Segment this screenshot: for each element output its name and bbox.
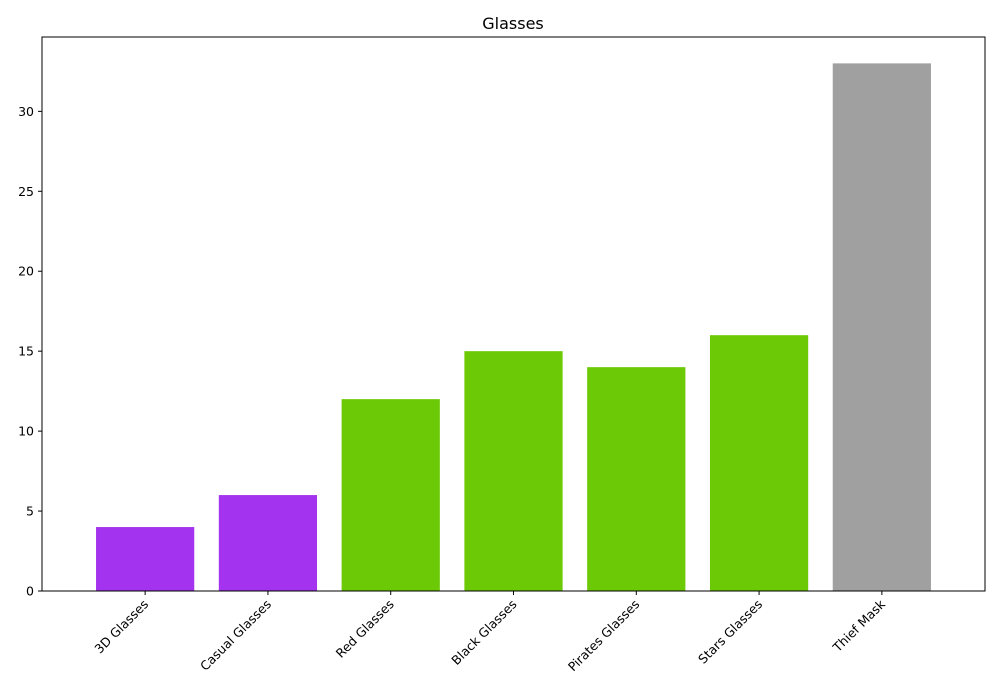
bar-black-glasses	[464, 351, 563, 591]
bar-pirates-glasses	[587, 367, 686, 591]
chart-title: Glasses	[482, 14, 544, 33]
bars-group	[96, 63, 931, 591]
x-tick-label: Stars Glasses	[695, 597, 765, 667]
y-tick-label: 15	[18, 344, 34, 359]
x-tick-label: 3D Glasses	[91, 597, 151, 657]
x-tick-label: Pirates Glasses	[565, 597, 643, 675]
y-tick-label: 20	[18, 264, 34, 279]
y-axis: 0 5 10 15 20 25 30	[18, 104, 42, 599]
x-tick-label: Casual Glasses	[197, 597, 274, 674]
bar-casual-glasses	[218, 495, 318, 591]
y-tick-label: 10	[18, 424, 34, 439]
plot-area-frame	[41, 36, 986, 592]
y-tick-label: 25	[18, 184, 34, 199]
bar-red-glasses	[341, 399, 440, 591]
y-tick-label: 30	[18, 104, 34, 119]
x-tick-label: Red Glasses	[333, 597, 397, 661]
bar-thief-mask	[832, 63, 931, 591]
x-tick-label: Thief Mask	[829, 596, 888, 655]
x-tick-label: Black Glasses	[448, 597, 519, 668]
x-axis: 3D Glasses Casual Glasses Red Glasses Black…	[91, 591, 889, 675]
bar-stars-glasses	[709, 335, 809, 591]
y-tick-label: 0	[26, 584, 34, 599]
y-tick-label: 5	[26, 504, 34, 519]
bar-3d-glasses	[96, 527, 195, 591]
